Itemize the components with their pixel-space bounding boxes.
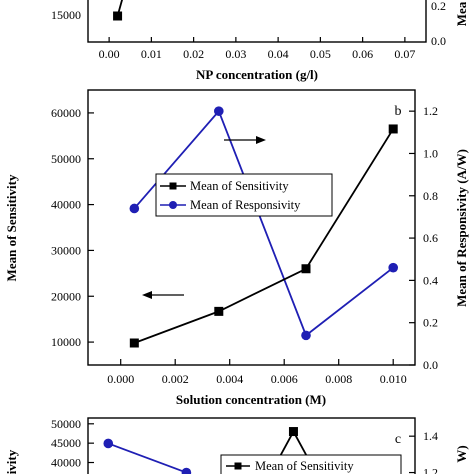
legend-circle-marker [169, 201, 177, 209]
panel-b-letter: b [395, 104, 402, 119]
panel-b-xtick-label: 0.006 [271, 372, 298, 386]
panel-b-right-ylabel: Mean of Responsivity (A/W) [454, 149, 469, 307]
panel-b-sensitivity-point [214, 306, 224, 316]
panel-b-left-ytick-label: 40000 [51, 198, 81, 212]
panel-c-legend: Mean of Sensitivity [220, 454, 402, 474]
panel-b: 0.000 0.002 0.004 0.006 0.008 0.010 10000 20000… [4, 89, 469, 407]
legend-square-marker [234, 462, 242, 470]
panel-c: 40000 45000 50000 1.2 1.4 c Mean of Sensitiv… [4, 417, 469, 474]
panel-c-letter: c [395, 432, 401, 447]
panel-b-xtick-label: 0.010 [380, 372, 407, 386]
panel-a-sensitivity-point [113, 11, 123, 21]
panel-b-legend: Mean of Sensitivity Mean of Responsivity [155, 173, 333, 217]
panel-c-right-ytick-label: 1.2 [423, 466, 438, 474]
panel-b-right-ytick-label: 1.2 [423, 104, 438, 118]
panel-c-right-ytick-label: 1.4 [423, 429, 438, 443]
panel-a-xtick-label: 0.05 [310, 47, 331, 61]
panel-c-legend-box [220, 454, 402, 474]
panel-b-left-ytick-label: 10000 [51, 335, 81, 349]
panel-b-sensitivity-point [129, 338, 139, 348]
panel-a-right-ylabel-fragment: Mea [454, 1, 469, 26]
panel-c-left-ytick-label: 40000 [51, 456, 81, 470]
arrow-to-left-axis [142, 291, 184, 299]
panel-b-responsivity-line [133, 109, 394, 337]
panel-b-legend-box [155, 173, 333, 217]
panel-b-right-ytick-label: 1.0 [423, 146, 438, 160]
panel-b-responsivity-point [388, 262, 399, 273]
panel-a-xtick-label: 0.03 [225, 47, 246, 61]
panel-a-right-tick-1: 0.2 [431, 0, 446, 13]
panel-b-left-ytick-label: 50000 [51, 152, 81, 166]
legend-square-marker [169, 182, 177, 190]
panel-c-legend-sensitivity: Mean of Sensitivity [255, 459, 354, 473]
panel-b-xtick-label: 0.004 [216, 372, 243, 386]
panel-b-xtick-label: 0.000 [107, 372, 134, 386]
panel-b-sensitivity-point [301, 264, 311, 274]
panel-b-left-ytick-label: 30000 [51, 243, 81, 257]
panel-b-right-ytick-label: 0.2 [423, 316, 438, 330]
panel-b-xlabel: Solution concentration (M) [176, 392, 326, 407]
panel-b-left-ytick-label: 20000 [51, 289, 81, 303]
panel-c-right-ylabel-fragment: W) [454, 445, 469, 462]
panel-a-xlabel: NP concentration (g/l) [196, 67, 318, 82]
panel-a-frame [87, 0, 427, 43]
panel-b-left-ytick-label: 60000 [51, 106, 81, 120]
panel-a-xtick-label: 0.06 [352, 47, 373, 61]
panel-c-responsivity-point [103, 438, 114, 449]
panel-b-right-ytick-label: 0.4 [423, 273, 438, 287]
arrow-to-right-axis [224, 136, 266, 144]
panel-c-left-ytick-label: 45000 [51, 436, 81, 450]
panel-a-left-tick: 15000 [51, 8, 81, 22]
panel-b-responsivity-point [301, 330, 311, 341]
panel-c-left-ytick-label: 50000 [51, 417, 81, 431]
panel-c-sensitivity-point [288, 427, 298, 437]
panel-b-left-ylabel: Mean of Sensitivity [4, 174, 19, 281]
panel-a-xtick-label: 0.01 [141, 47, 162, 61]
panel-a-xtick-label: 0.07 [394, 47, 415, 61]
panel-b-legend-sensitivity: Mean of Sensitivity [190, 179, 289, 193]
panel-c-responsivity-line [107, 442, 187, 474]
panel-b-sensitivity-line [134, 128, 394, 344]
panel-b-frame [87, 89, 416, 366]
panel-b-right-ytick-label: 0.6 [423, 231, 438, 245]
panel-c-left-ylabel-fragment: itivity [4, 449, 19, 474]
panel-b-responsivity-point [129, 203, 140, 214]
panel-b-sensitivity-point [388, 124, 398, 134]
panel-b-legend-responsivity: Mean of Responsivity [190, 198, 301, 212]
panel-a-xtick-label: 0.00 [99, 47, 120, 61]
panel-b-right-ytick-label: 0.8 [423, 189, 438, 203]
panel-c-responsivity-point [181, 467, 192, 474]
panel-b-responsivity-point [214, 106, 224, 116]
panel-a: 0.00 0.01 0.02 0.03 0.04 0.05 0.06 0.07 15000 0… [51, 0, 469, 82]
panel-b-right-ytick-label: 0.0 [423, 358, 438, 372]
panel-b-xtick-label: 0.002 [162, 372, 189, 386]
panel-c-frame [87, 417, 416, 474]
panel-a-xtick-label: 0.04 [268, 47, 289, 61]
panel-b-xtick-label: 0.008 [325, 372, 352, 386]
panel-a-right-tick-0: 0.0 [431, 34, 446, 48]
panel-a-xtick-label: 0.02 [183, 47, 204, 61]
